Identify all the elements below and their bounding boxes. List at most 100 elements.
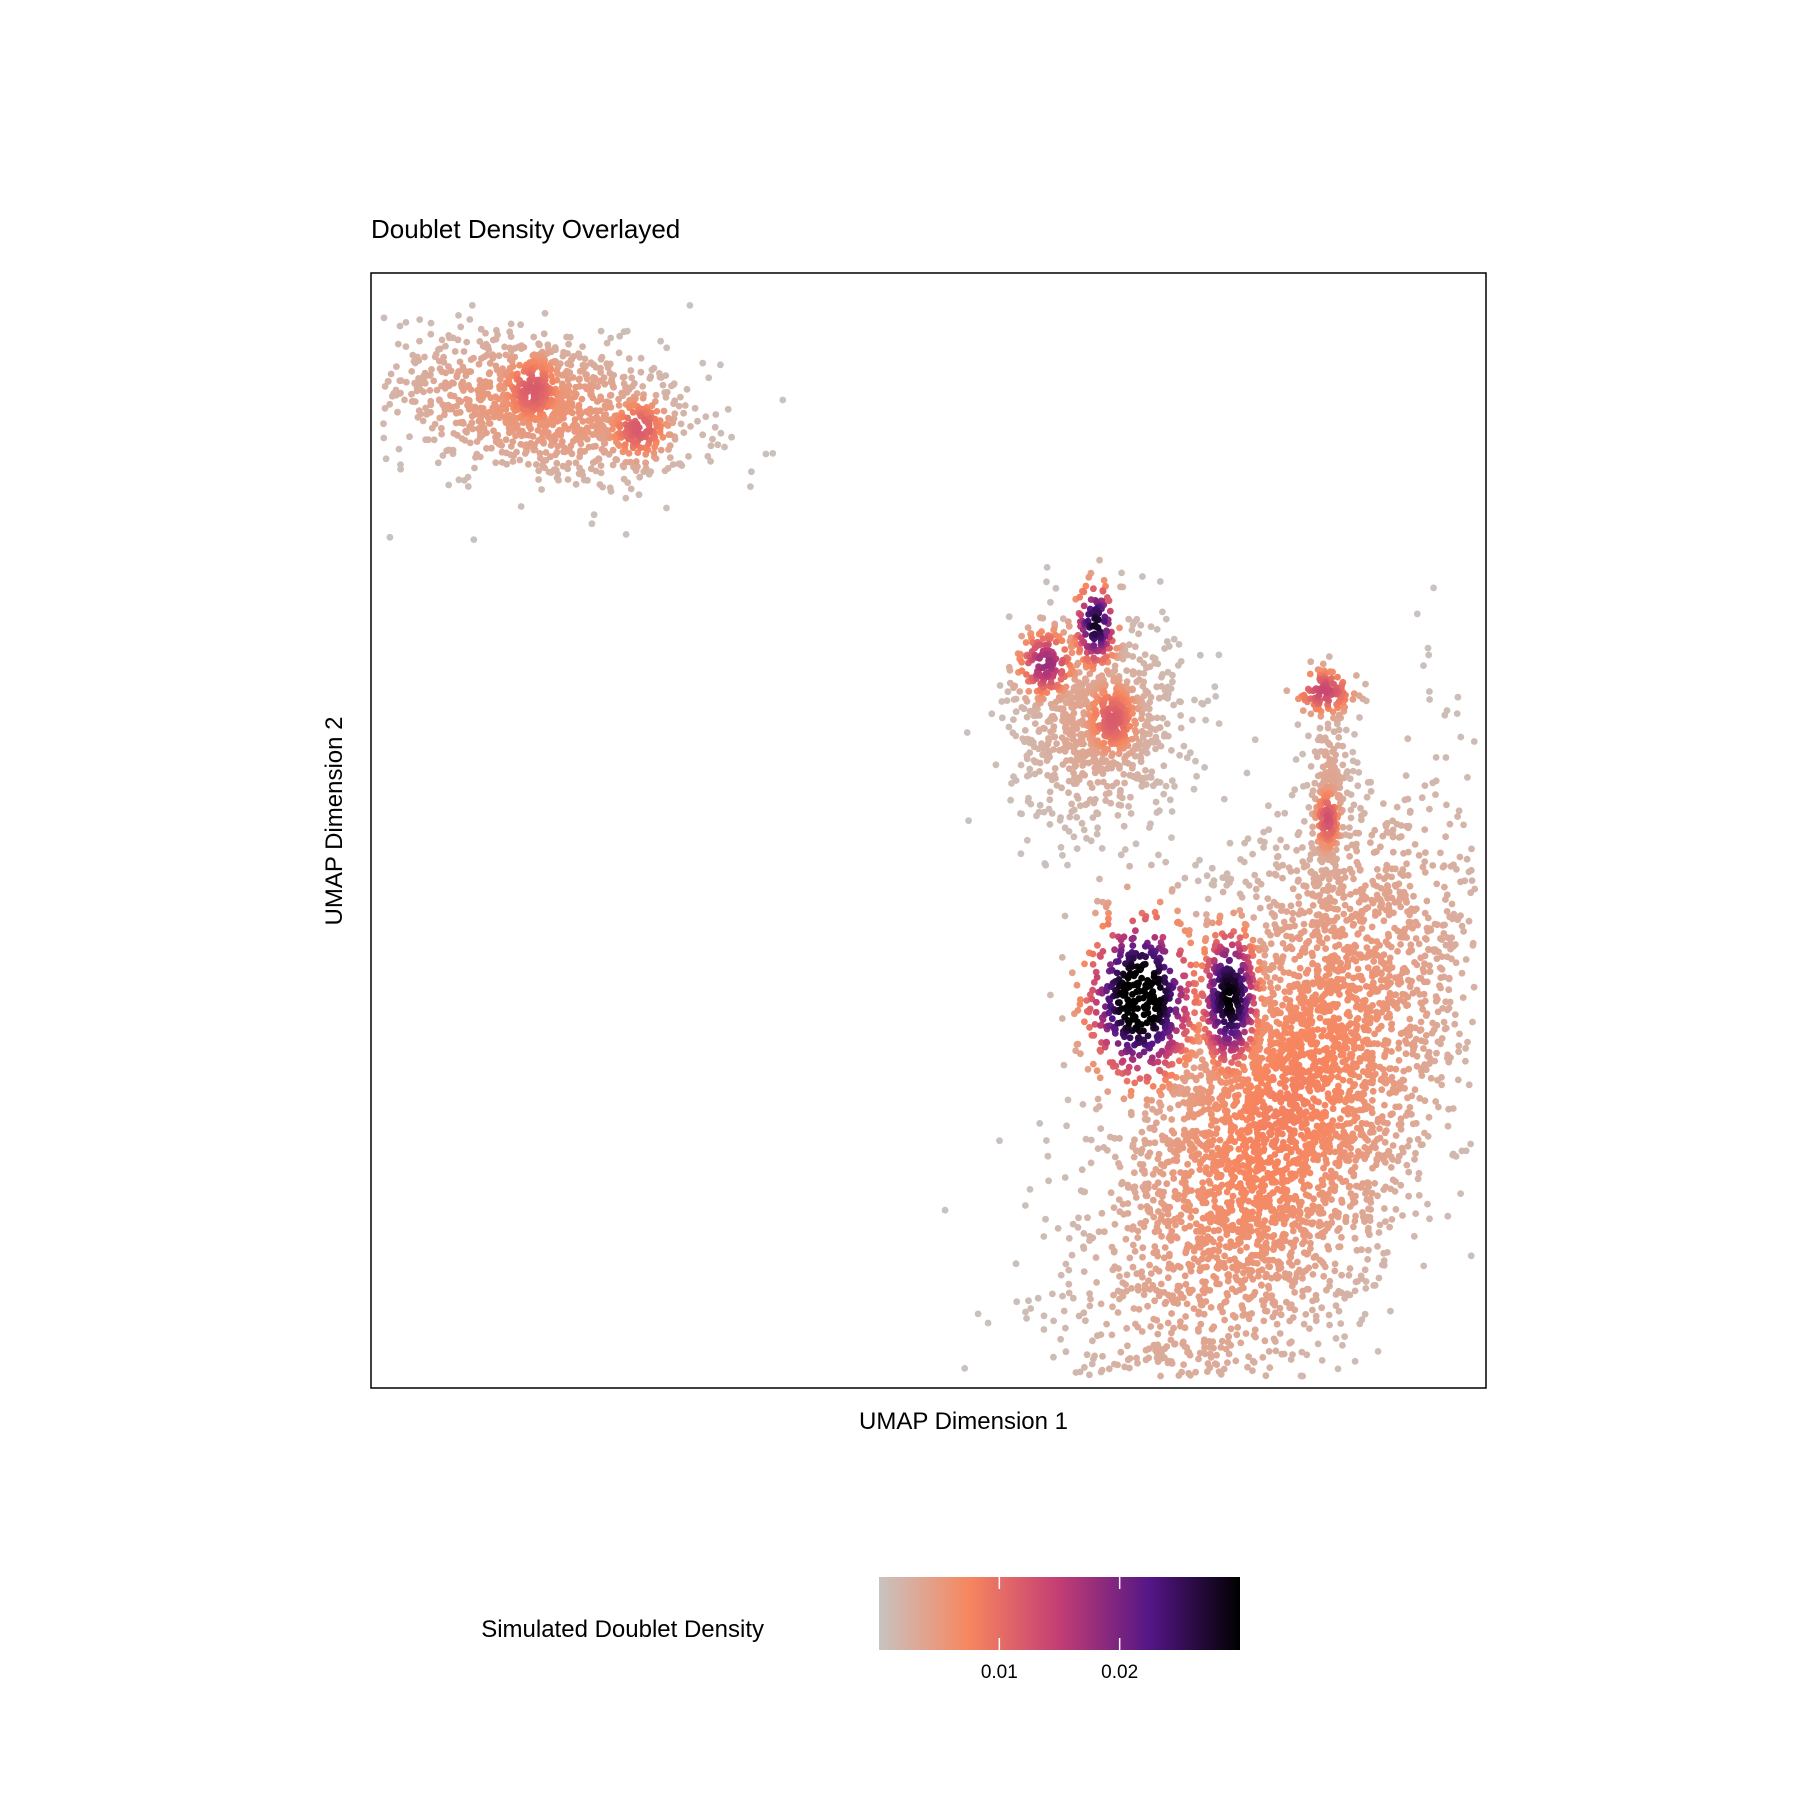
plot-frame	[370, 272, 1487, 1389]
data-point	[1361, 1144, 1369, 1151]
data-point	[1441, 883, 1448, 891]
data-point	[662, 394, 670, 401]
data-point	[1272, 1347, 1280, 1355]
data-point	[1068, 1251, 1076, 1259]
data-point	[1142, 767, 1149, 774]
data-point	[1136, 656, 1144, 663]
data-point	[581, 355, 589, 363]
data-point	[1405, 1192, 1412, 1200]
data-point	[460, 348, 468, 355]
data-point	[1432, 791, 1439, 798]
data-point	[1192, 1207, 1200, 1215]
data-point	[1460, 928, 1467, 935]
data-point	[1060, 1307, 1068, 1315]
data-point	[1439, 921, 1447, 929]
data-point	[1192, 861, 1199, 869]
data-point	[1402, 1112, 1410, 1119]
data-point	[1302, 1311, 1310, 1318]
data-point	[1318, 874, 1325, 882]
data-point	[974, 1310, 982, 1318]
data-point	[1371, 1180, 1379, 1187]
data-point	[509, 438, 517, 446]
data-point	[1115, 1265, 1122, 1272]
data-point	[1117, 786, 1124, 794]
data-point	[1057, 1271, 1065, 1279]
data-point	[1178, 1368, 1185, 1376]
data-point	[1377, 885, 1385, 892]
data-point	[1138, 782, 1146, 790]
data-point	[1375, 873, 1383, 880]
data-point	[380, 314, 388, 322]
data-point	[1307, 763, 1315, 770]
data-point	[1336, 991, 1343, 998]
data-point	[1388, 865, 1396, 873]
data-point	[1419, 863, 1427, 871]
data-point	[1093, 830, 1101, 838]
data-point	[961, 1365, 969, 1372]
data-point	[1215, 1241, 1223, 1249]
data-point	[1381, 1101, 1388, 1109]
data-point	[1335, 726, 1343, 734]
data-point	[1350, 801, 1358, 809]
data-point	[575, 376, 583, 383]
data-point	[1349, 767, 1357, 775]
data-point	[571, 416, 579, 423]
data-point	[1332, 1335, 1340, 1342]
data-point	[1194, 877, 1202, 885]
data-point	[625, 355, 633, 362]
data-point	[1291, 955, 1299, 963]
data-point	[1340, 910, 1348, 918]
data-point	[1141, 705, 1148, 712]
data-point	[1051, 715, 1058, 723]
data-point	[1144, 1184, 1152, 1192]
data-point	[1260, 828, 1268, 836]
data-point	[1117, 851, 1125, 859]
data-point	[1382, 1218, 1389, 1225]
data-point	[1174, 907, 1181, 915]
data-point	[1288, 791, 1296, 799]
data-point	[583, 375, 591, 383]
data-point	[1153, 714, 1161, 722]
data-point	[482, 329, 489, 337]
data-point	[1224, 1092, 1232, 1100]
data-point	[1151, 1139, 1159, 1147]
data-point	[1174, 1296, 1181, 1303]
data-point	[1102, 797, 1110, 804]
data-point	[1458, 969, 1466, 977]
data-point	[1100, 778, 1107, 786]
data-point	[1356, 867, 1364, 874]
data-point	[468, 419, 476, 427]
data-point	[1097, 1125, 1105, 1132]
data-point	[1379, 832, 1387, 840]
data-point	[1138, 1146, 1146, 1153]
data-point	[1138, 728, 1146, 735]
data-point	[1433, 880, 1441, 888]
data-point	[615, 349, 623, 357]
data-point	[1412, 1210, 1420, 1217]
data-point	[1110, 1247, 1118, 1255]
data-point	[1120, 1095, 1128, 1103]
data-point	[1022, 639, 1030, 646]
data-point	[1061, 824, 1069, 832]
data-point	[1410, 892, 1417, 900]
data-point	[1197, 1072, 1205, 1079]
data-point	[1152, 798, 1160, 806]
data-point	[1161, 693, 1168, 701]
data-point	[1272, 1309, 1279, 1317]
data-point	[1299, 1274, 1306, 1282]
data-point	[1354, 1148, 1362, 1155]
data-point	[1096, 556, 1103, 564]
data-point	[1132, 742, 1139, 750]
data-point	[615, 395, 622, 403]
data-point	[1348, 869, 1356, 877]
data-point	[1170, 1324, 1177, 1332]
data-point	[1427, 1074, 1435, 1082]
data-point	[1380, 1041, 1387, 1048]
data-point	[1402, 1037, 1409, 1044]
data-point	[463, 338, 471, 346]
data-point	[1138, 1268, 1146, 1276]
data-point	[1314, 882, 1321, 890]
data-point	[1154, 1179, 1162, 1187]
data-point	[394, 340, 402, 348]
data-point	[1089, 1337, 1096, 1345]
